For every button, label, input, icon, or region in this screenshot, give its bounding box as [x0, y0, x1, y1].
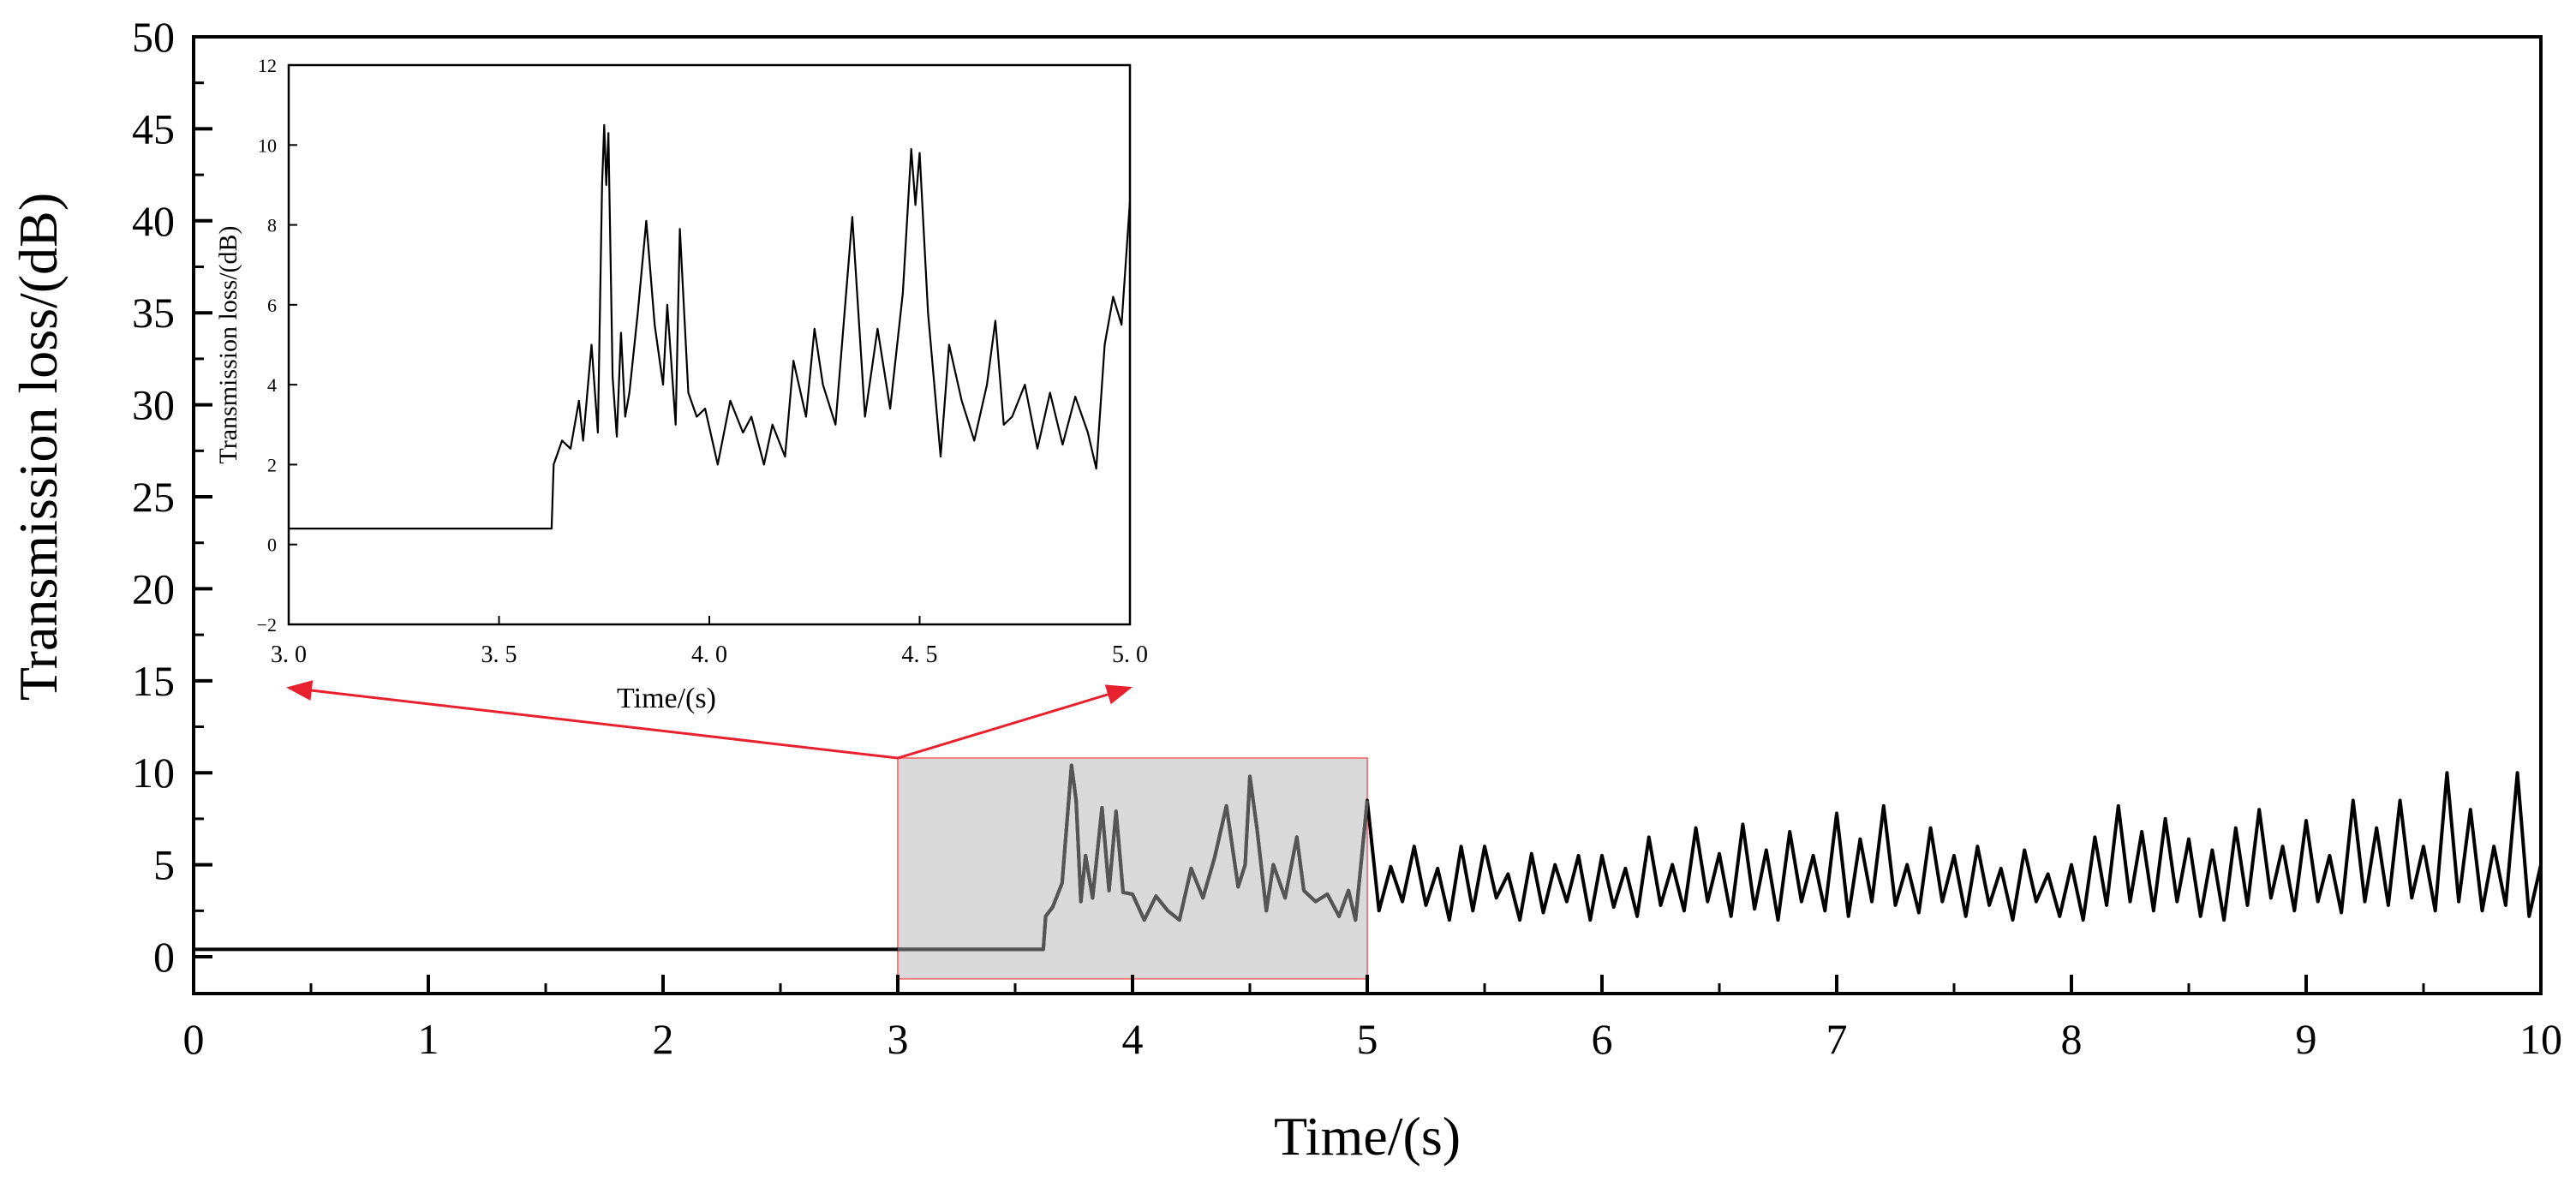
main-x-tick-label: 0: [183, 1015, 205, 1063]
main-y-tick-label: 0: [153, 933, 175, 981]
main-x-tick-label: 1: [418, 1015, 439, 1063]
inset-series-line: [289, 123, 1132, 530]
main-y-tick-label: 25: [132, 473, 175, 521]
main-y-axis-label: Transmission loss/(dB): [8, 193, 69, 701]
main-x-tick-label: 10: [2519, 1015, 2562, 1063]
main-y-tick-label: 50: [132, 13, 175, 61]
main-y-tick-label: 35: [132, 289, 175, 337]
main-y-tick-label: 20: [132, 564, 175, 612]
main-x-tick-label: 8: [2061, 1015, 2083, 1063]
main-x-tick-label: 6: [1592, 1015, 1613, 1063]
main-x-tick-label: 5: [1357, 1015, 1378, 1063]
main-x-tick-label: 9: [2296, 1015, 2317, 1063]
inset-y-tick-label: 8: [267, 215, 277, 236]
inset-x-tick-label: 4. 5: [902, 642, 938, 668]
inset-y-tick-label: 10: [258, 134, 277, 156]
inset-x-tick-label: 4. 0: [691, 642, 727, 668]
main-y-tick-label: 5: [153, 841, 175, 889]
zoom-arrows: [286, 680, 1133, 760]
zoom-arrow: [286, 680, 899, 760]
inset-y-axis-label: Transmission loss/(dB): [214, 225, 242, 463]
main-plot-frame: [192, 35, 2543, 995]
main-y-tick-label: 40: [132, 197, 175, 245]
main-x-tick-label: 2: [653, 1015, 674, 1063]
highlighted-series-segment: [898, 763, 1369, 952]
inset-x-tick-label: 3. 0: [271, 642, 307, 668]
inset-y-tick-label: 2: [267, 454, 277, 475]
main-x-axis-label: Time/(s): [1274, 1106, 1461, 1167]
inset-x-tick-label: 5. 0: [1112, 642, 1148, 668]
main-y-tick-label: 30: [132, 381, 175, 429]
inset-background: [289, 65, 1130, 624]
inset-chart: 3. 0 3. 5 4. 0 4. 5 5. 0 −2 0 2 4 6 8 10 12 Time/(s)…: [214, 55, 1148, 714]
main-x-tick-label: 4: [1122, 1015, 1144, 1063]
main-x-tick-label: 7: [1826, 1015, 1848, 1063]
inset-y-tick-label: 0: [267, 534, 277, 556]
main-y-tick-label: 45: [132, 104, 175, 152]
inset-x-axis-label: Time/(s): [617, 683, 716, 714]
main-x-tick-label: 3: [888, 1015, 909, 1063]
inset-y-tick-label: 6: [267, 295, 277, 316]
inset-x-tick-label: 3. 5: [481, 642, 517, 668]
main-y-tick-label: 15: [132, 657, 175, 705]
inset-y-tick-label: −2: [257, 614, 277, 636]
zoom-arrow: [897, 684, 1133, 760]
zoom-highlight-region: [897, 757, 1368, 980]
inset-y-tick-label: 12: [258, 55, 277, 76]
inset-y-tick-label: 4: [267, 374, 277, 396]
inset-plot-frame: [287, 63, 1132, 626]
main-y-tick-label: 10: [132, 749, 175, 797]
inset-tick-labels: 3. 0 3. 5 4. 0 4. 5 5. 0 −2 0 2 4 6 8 10 12: [257, 55, 1148, 668]
